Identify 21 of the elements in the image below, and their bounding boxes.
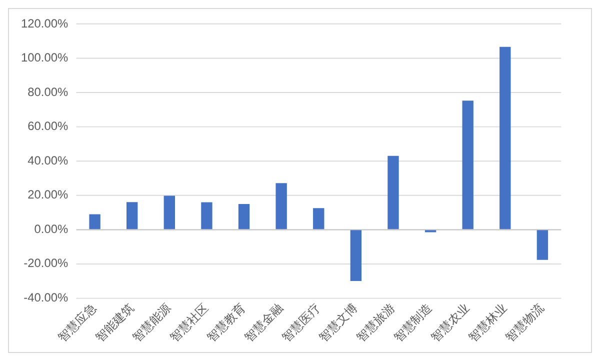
bar <box>164 196 175 230</box>
bar <box>276 183 287 230</box>
y-tick-label: 80.00% <box>28 84 69 99</box>
y-tick-label: 60.00% <box>28 119 69 134</box>
bar <box>313 208 324 230</box>
y-tick-label: 120.00% <box>20 16 69 30</box>
bar <box>388 156 399 230</box>
y-tick-label: -20.00% <box>24 256 69 270</box>
y-tick-label: -40.00% <box>24 290 69 304</box>
bar <box>462 100 474 230</box>
bar <box>536 230 548 260</box>
bar <box>350 230 362 282</box>
bar <box>201 202 212 230</box>
y-tick-label: 100.00% <box>20 50 69 65</box>
y-tick-label: 0.00% <box>34 222 69 236</box>
y-tick-label: 40.00% <box>28 153 69 168</box>
bar <box>500 46 511 230</box>
bar <box>238 204 250 230</box>
bar <box>89 214 100 230</box>
bar <box>126 202 138 230</box>
y-tick-label: 20.00% <box>28 188 69 202</box>
